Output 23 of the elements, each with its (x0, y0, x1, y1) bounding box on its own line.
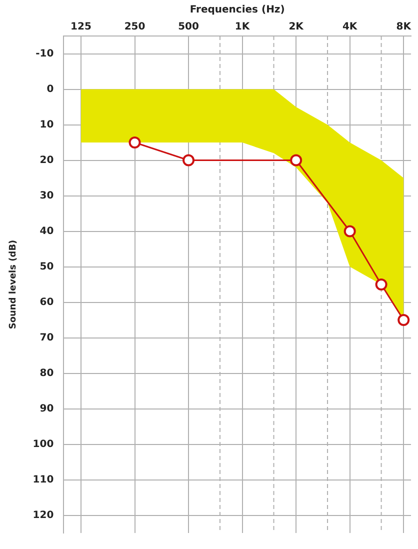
y-tick-label: 60 (40, 296, 54, 308)
y-tick-label: 80 (40, 368, 54, 379)
x-tick-label: 1K (234, 22, 251, 33)
x-tick-label: 125 (70, 22, 92, 33)
y-tick-label: 20 (40, 154, 54, 166)
x-tick-label: 4K (342, 22, 358, 33)
y-tick-label: 40 (40, 226, 54, 237)
y-tick-label: 90 (40, 403, 54, 414)
y-tick-label: 70 (40, 332, 54, 344)
y-tick-label: 120 (32, 510, 54, 521)
x-axis-title: Frequencies (Hz) (190, 4, 285, 16)
x-tick-label: 250 (124, 22, 146, 33)
y-tick-label: 110 (32, 474, 54, 486)
y-tick-label: 50 (40, 261, 54, 272)
x-tick-label: 8K (396, 22, 412, 33)
y-tick-label: 100 (32, 438, 54, 450)
y-tick-label: 30 (40, 190, 54, 202)
y-tick-label: -10 (36, 48, 54, 60)
y-tick-label: 0 (46, 84, 54, 95)
y-axis-title: Sound levels (dB) (8, 240, 19, 330)
x-tick-label: 2K (288, 22, 305, 33)
y-tick-label: 10 (40, 119, 54, 130)
x-tick-label: 500 (178, 22, 200, 33)
